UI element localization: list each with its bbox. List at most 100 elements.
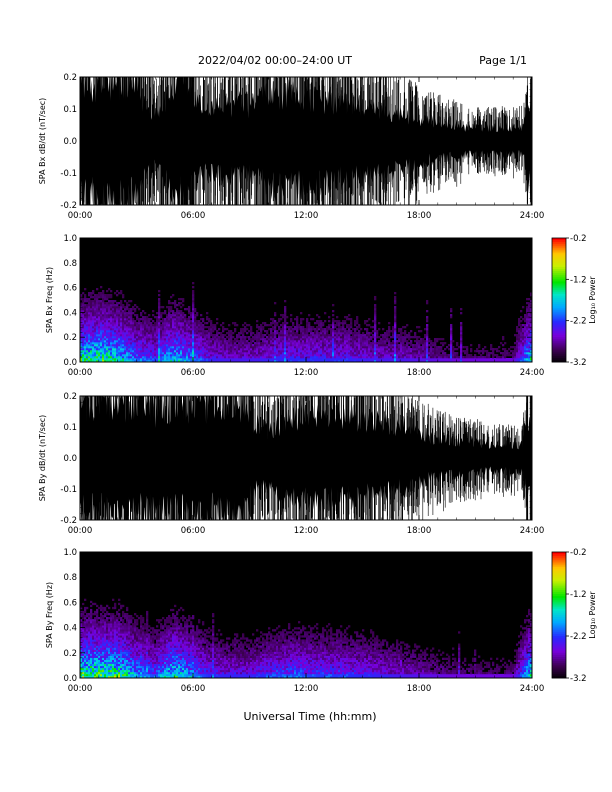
heatmap-cell: [312, 334, 315, 337]
heatmap-cell: [278, 340, 281, 343]
heatmap-cell: [178, 318, 181, 321]
heatmap-cell: [136, 330, 139, 333]
heatmap-cell: [256, 354, 259, 357]
heatmap-cell: [106, 352, 109, 355]
heatmap-cell: [364, 336, 367, 339]
heatmap-cell: [458, 356, 461, 359]
heatmap-cell: [110, 338, 113, 341]
heatmap-cell: [124, 320, 127, 323]
heatmap-cell: [178, 298, 181, 301]
heatmap-cell: [350, 342, 353, 345]
heatmap-cell: [304, 356, 307, 359]
heatmap-cell: [126, 352, 129, 355]
heatmap-cell: [274, 336, 277, 339]
heatmap-cell: [160, 340, 163, 343]
heatmap-cell: [298, 354, 301, 357]
heatmap-cell: [208, 358, 211, 361]
heatmap-cell: [130, 312, 133, 315]
heatmap-cell: [168, 308, 171, 311]
heatmap-cell: [164, 352, 167, 355]
heatmap-cell: [82, 334, 85, 337]
heatmap-cell: [206, 312, 209, 315]
heatmap-cell: [348, 326, 351, 329]
heatmap-cell: [380, 340, 383, 343]
heatmap-cell: [354, 320, 357, 323]
heatmap-cell: [350, 330, 353, 333]
heatmap-cell: [248, 358, 251, 361]
heatmap-cell: [410, 330, 413, 333]
heatmap-cell: [272, 336, 275, 339]
heatmap-cell: [268, 338, 271, 341]
heatmap-cell: [98, 308, 101, 311]
heatmap-cell: [354, 356, 357, 359]
heatmap-cell: [96, 304, 99, 307]
heatmap-cell: [424, 344, 427, 347]
heatmap-cell: [326, 336, 329, 339]
heatmap-cell: [152, 342, 155, 345]
heatmap-cell: [156, 346, 159, 349]
heatmap-cell: [252, 358, 255, 361]
heatmap-cell: [294, 352, 297, 355]
heatmap-cell: [386, 344, 389, 347]
heatmap-cell: [200, 348, 203, 351]
heatmap-cell: [148, 340, 151, 343]
heatmap-cell: [244, 342, 247, 345]
heatmap-cell: [228, 332, 231, 335]
heatmap-cell: [190, 348, 193, 351]
heatmap-cell: [88, 292, 91, 295]
heatmap-cell: [150, 324, 153, 327]
heatmap-cell: [384, 354, 387, 357]
heatmap-cell: [460, 332, 463, 335]
heatmap-cell: [334, 340, 337, 343]
heatmap-cell: [278, 352, 281, 355]
heatmap-cell: [266, 336, 269, 339]
heatmap-cell: [200, 340, 203, 343]
heatmap-cell: [216, 332, 219, 335]
heatmap-cell: [110, 316, 113, 319]
heatmap-cell: [408, 338, 411, 341]
heatmap-cell: [220, 360, 223, 363]
heatmap-cell: [372, 360, 375, 363]
heatmap-cell: [282, 358, 285, 361]
heatmap-cell: [80, 350, 83, 353]
heatmap-cell: [478, 352, 481, 355]
heatmap-cell: [378, 346, 381, 349]
heatmap-cell: [238, 360, 241, 363]
heatmap-cell: [118, 360, 121, 363]
heatmap-cell: [190, 314, 193, 317]
heatmap-cell: [124, 312, 127, 315]
heatmap-cell: [100, 310, 103, 313]
heatmap-cell: [154, 324, 157, 327]
heatmap-cell: [370, 356, 373, 359]
heatmap-cell: [374, 342, 377, 345]
heatmap-cell: [218, 360, 221, 363]
heatmap-cell: [206, 330, 209, 333]
heatmap-cell: [194, 352, 197, 355]
heatmap-cell: [230, 334, 233, 337]
heatmap-cell: [168, 302, 171, 305]
heatmap-cell: [394, 330, 397, 333]
heatmap-cell: [104, 324, 107, 327]
heatmap-cell: [86, 352, 89, 355]
heatmap-cell: [260, 360, 263, 363]
heatmap-cell: [126, 312, 129, 315]
heatmap-cell: [146, 352, 149, 355]
heatmap-cell: [176, 340, 179, 343]
heatmap-cell: [108, 360, 111, 363]
heatmap-cell: [188, 336, 191, 339]
heatmap-cell: [98, 296, 101, 299]
heatmap-cell: [412, 360, 415, 363]
heatmap-cell: [210, 330, 213, 333]
heatmap-cell: [348, 360, 351, 363]
heatmap-cell: [116, 308, 119, 311]
heatmap-cell: [328, 320, 331, 323]
heatmap-cell: [122, 318, 125, 321]
heatmap-cell: [310, 332, 313, 335]
heatmap-cell: [308, 350, 311, 353]
heatmap-cell: [140, 336, 143, 339]
heatmap-cell: [392, 342, 395, 345]
heatmap-cell: [176, 326, 179, 329]
heatmap-cell: [472, 360, 475, 363]
heatmap-cell: [152, 332, 155, 335]
heatmap-cell: [210, 356, 213, 359]
